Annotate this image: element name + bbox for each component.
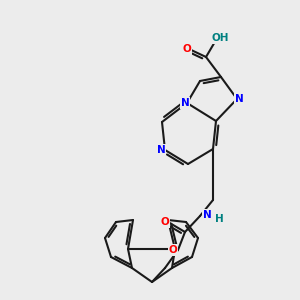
- Text: O: O: [169, 245, 177, 255]
- Text: H: H: [214, 214, 224, 224]
- Text: O: O: [183, 44, 191, 54]
- Text: N: N: [157, 145, 165, 155]
- Text: N: N: [181, 98, 189, 108]
- Text: OH: OH: [211, 33, 229, 43]
- Text: N: N: [235, 94, 243, 104]
- Text: O: O: [160, 217, 169, 227]
- Text: N: N: [202, 210, 211, 220]
